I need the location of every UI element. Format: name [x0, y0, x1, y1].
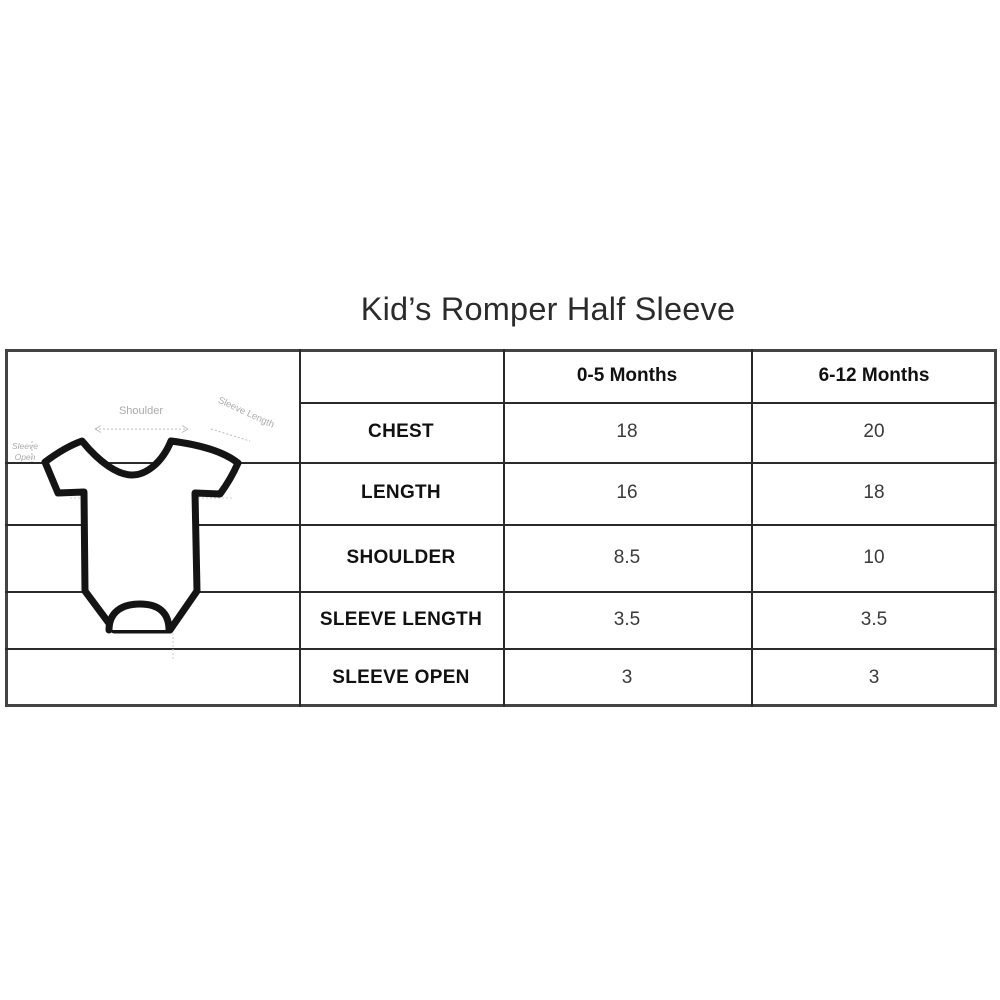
- svg-text:Sleeve Length: Sleeve Length: [216, 395, 276, 431]
- svg-text:Sleeve: Sleeve: [12, 441, 38, 451]
- svg-text:Shoulder: Shoulder: [119, 405, 163, 417]
- svg-text:Open: Open: [15, 452, 36, 462]
